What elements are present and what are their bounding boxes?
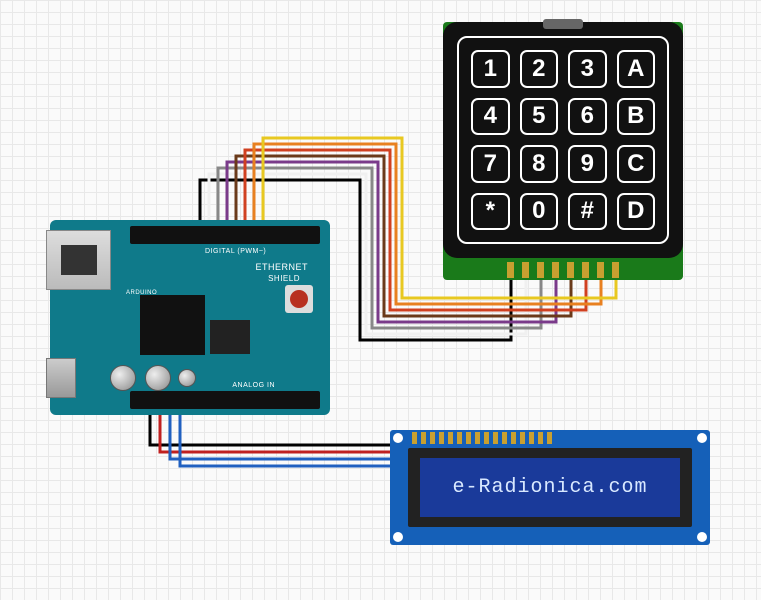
lcd-text: e-Radionica.com xyxy=(452,476,647,499)
capacitor xyxy=(178,369,196,387)
arduino-ethernet-shield: DIGITAL (PWM~) ANALOG IN ETHERNET SHIELD… xyxy=(50,220,330,415)
digital-label: DIGITAL (PWM~) xyxy=(205,248,266,255)
key-2[interactable]: 2 xyxy=(520,50,559,88)
screwhole xyxy=(697,532,707,542)
screwhole xyxy=(393,433,403,443)
keypad-module: 1 2 3 A 4 5 6 B 7 8 9 C * 0 # D xyxy=(443,22,683,280)
key-a[interactable]: A xyxy=(617,50,656,88)
keypad-grid: 1 2 3 A 4 5 6 B 7 8 9 C * 0 # D xyxy=(457,36,669,244)
key-6[interactable]: 6 xyxy=(568,98,607,136)
capacitor xyxy=(145,365,171,391)
key-7[interactable]: 7 xyxy=(471,145,510,183)
analog-header xyxy=(130,391,320,409)
key-b[interactable]: B xyxy=(617,98,656,136)
main-chip xyxy=(140,295,205,355)
lcd-module: e-Radionica.com xyxy=(390,430,710,545)
key-1[interactable]: 1 xyxy=(471,50,510,88)
analog-label: ANALOG IN xyxy=(232,382,275,389)
screwhole xyxy=(393,532,403,542)
key-hash[interactable]: # xyxy=(568,193,607,231)
ethernet-label: ETHERNET xyxy=(255,262,308,272)
key-3[interactable]: 3 xyxy=(568,50,607,88)
brand-label: ARDUINO xyxy=(126,290,157,296)
capacitor xyxy=(110,365,136,391)
shield-label: SHIELD xyxy=(268,274,300,283)
key-star[interactable]: * xyxy=(471,193,510,231)
ethernet-jack xyxy=(46,230,111,290)
lcd-screen: e-Radionica.com xyxy=(420,458,680,517)
key-8[interactable]: 8 xyxy=(520,145,559,183)
digital-header xyxy=(130,226,320,244)
key-0[interactable]: 0 xyxy=(520,193,559,231)
key-5[interactable]: 5 xyxy=(520,98,559,136)
key-d[interactable]: D xyxy=(617,193,656,231)
keypad-body: 1 2 3 A 4 5 6 B 7 8 9 C * 0 # D xyxy=(443,22,683,258)
reset-button[interactable] xyxy=(285,285,313,313)
keypad-pins xyxy=(507,262,619,278)
key-4[interactable]: 4 xyxy=(471,98,510,136)
screwhole xyxy=(697,433,707,443)
keypad-notch xyxy=(543,19,583,29)
key-9[interactable]: 9 xyxy=(568,145,607,183)
usb-port xyxy=(46,358,76,398)
key-c[interactable]: C xyxy=(617,145,656,183)
lcd-pcb: e-Radionica.com xyxy=(390,430,710,545)
lcd-pins xyxy=(412,432,552,444)
sd-slot xyxy=(210,320,250,354)
